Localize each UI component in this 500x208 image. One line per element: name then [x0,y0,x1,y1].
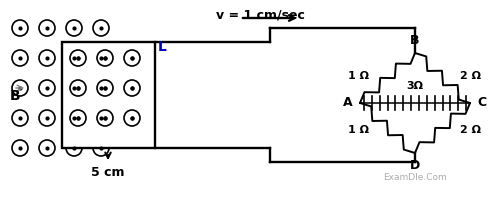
Text: L: L [158,40,167,54]
Text: D: D [410,159,420,172]
Text: B: B [410,34,420,47]
Text: 1 Ω: 1 Ω [348,71,370,81]
Text: 2 Ω: 2 Ω [460,125,481,135]
Text: C: C [477,97,486,109]
Text: B: B [10,89,20,103]
Text: v = 1 cm/sec: v = 1 cm/sec [216,8,304,21]
Text: 1 Ω: 1 Ω [348,125,370,135]
Text: 3Ω: 3Ω [406,81,424,91]
Text: A: A [344,97,353,109]
Text: 2 Ω: 2 Ω [460,71,481,81]
Text: ExamDle.Com: ExamDle.Com [383,173,447,182]
Text: 5 cm: 5 cm [91,166,125,180]
Polygon shape [62,42,155,148]
